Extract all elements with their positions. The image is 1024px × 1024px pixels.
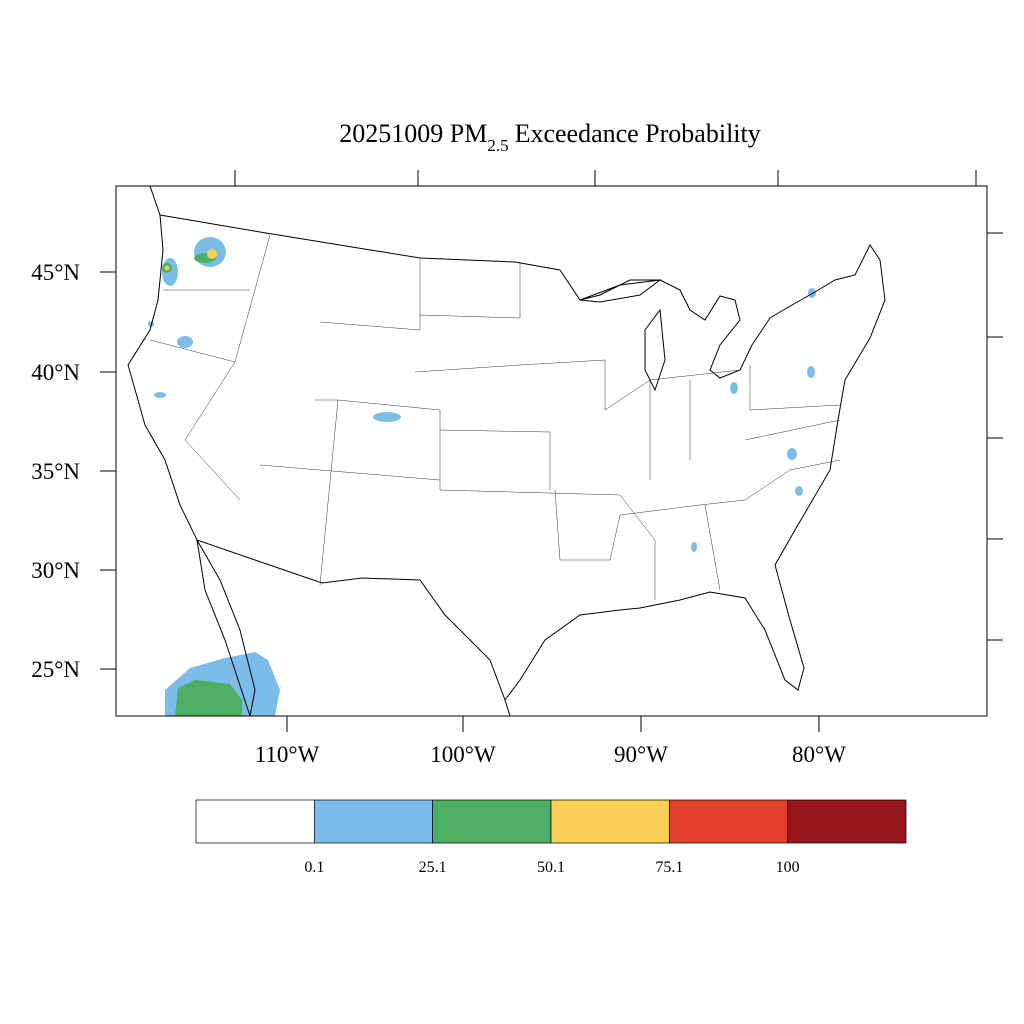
map-frame	[115, 185, 988, 717]
tick-marks	[100, 170, 1003, 732]
area-green	[175, 680, 242, 716]
lat-label: 30°N	[31, 558, 80, 583]
title-rest: Exceedance Probability	[515, 119, 761, 148]
colorbar-label: 25.1	[419, 859, 447, 876]
coastline	[127, 185, 886, 717]
area-blue	[154, 392, 166, 398]
area-blue	[787, 448, 797, 460]
lat-label: 35°N	[31, 459, 80, 484]
area-blue	[808, 288, 816, 298]
lat-label: 40°N	[31, 360, 80, 385]
area-blue	[373, 412, 401, 422]
colorbar-box	[195, 799, 315, 844]
lon-label: 100°W	[430, 742, 496, 767]
map	[115, 185, 988, 717]
colorbar-label: 50.1	[537, 859, 565, 876]
area-blue	[807, 366, 815, 378]
area-blue	[691, 542, 697, 552]
title-sub: 2.5	[487, 136, 508, 155]
lake-superior	[579, 279, 662, 303]
colorbar-box	[432, 799, 552, 844]
lat-label: 45°N	[31, 260, 80, 285]
lat-label: 25°N	[31, 657, 80, 682]
axis-ticks	[100, 170, 1003, 732]
title: 20251009 PM2.5 Exceedance Probability	[339, 119, 761, 155]
colorbar-label: 75.1	[655, 859, 683, 876]
colorbar-label: 100	[776, 859, 800, 876]
lon-label: 80°W	[792, 742, 846, 767]
area-blue	[730, 382, 738, 394]
colorbar-box	[313, 799, 434, 844]
lon-label: 90°W	[614, 742, 668, 767]
area-yellow	[207, 249, 217, 259]
title-main: 20251009 PM	[339, 119, 487, 148]
colorbar-label: 0.1	[304, 859, 324, 876]
colorbar-box	[668, 799, 789, 844]
probability-areas	[148, 237, 816, 716]
state-borders	[149, 234, 841, 600]
area-yellow	[164, 265, 170, 271]
lon-label: 110°W	[255, 742, 320, 767]
lake-michigan	[644, 308, 666, 392]
colorbar-box	[787, 799, 907, 844]
area-blue	[177, 336, 193, 348]
colorbar-box	[550, 799, 670, 844]
area-blue	[795, 486, 803, 496]
